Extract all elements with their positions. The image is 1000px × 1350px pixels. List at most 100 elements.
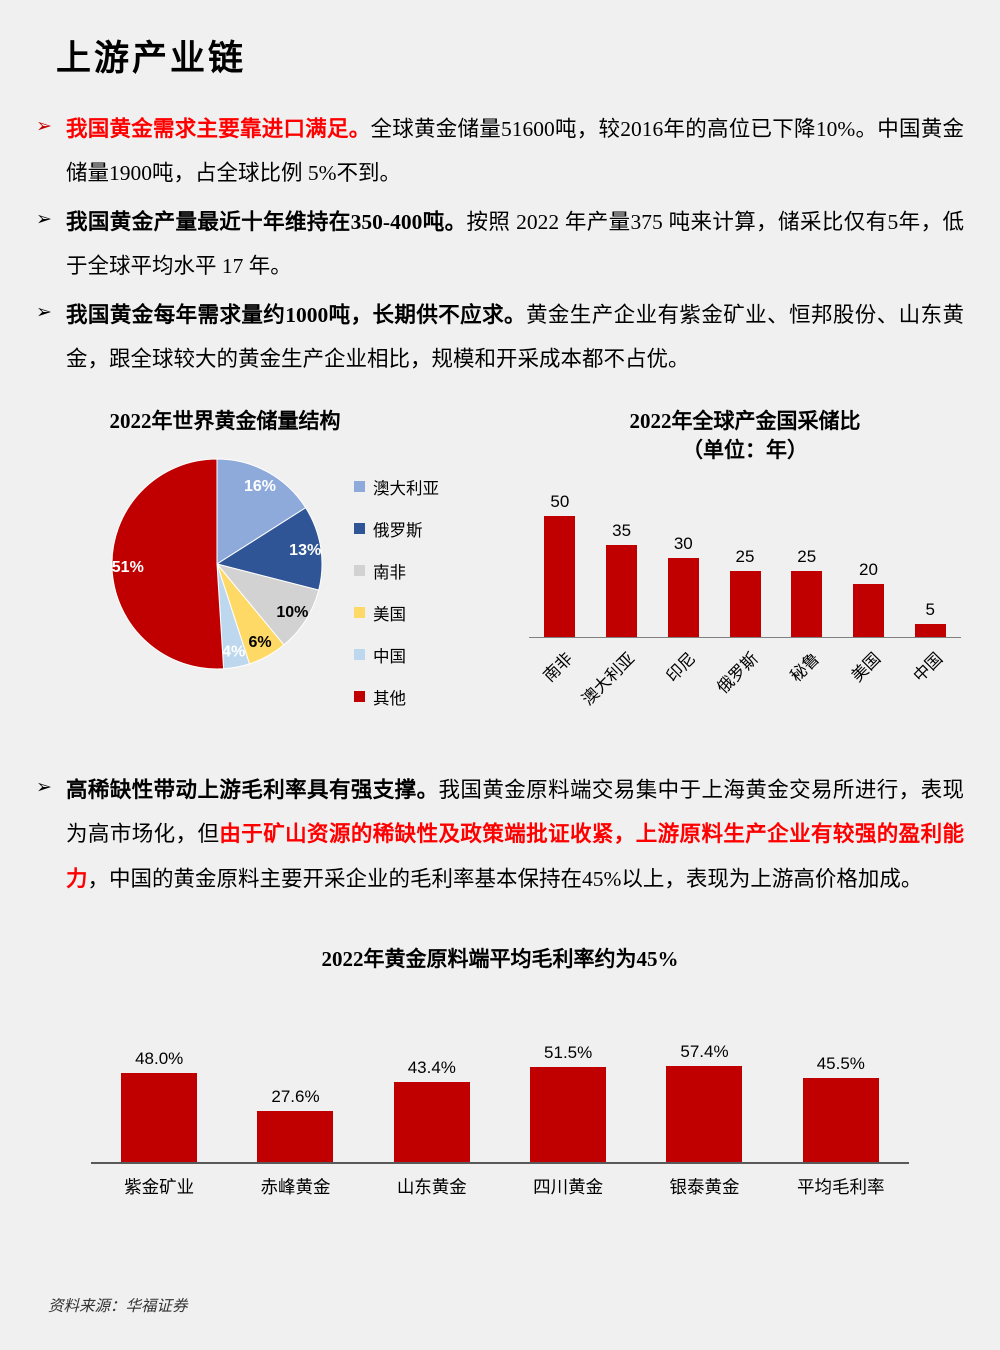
category-label: 紫金矿业 [124,1176,195,1197]
bullet-arrow-icon: ➢ [36,777,52,799]
bullet-text-segment: 我国黄金产量最近十年维持在350-400吨。 [66,210,467,235]
bar [914,624,946,638]
bullet-text-segment: ，中国的黄金原料主要开采企业的毛利率基本保持在45%以上，表现为上游高价格加成。 [87,866,923,891]
bullet-text-segment: 我国黄金原料端交易集中于上海黄金交易所进行，表现为高市场化，但 [66,778,964,847]
category-slot: 紫金矿业 [91,1164,227,1199]
bar-chart-plot: 50 35 30 25 25 20 5 [529,492,961,638]
category-label: 中国 [909,648,947,686]
pie-slice-1 [215,506,323,591]
bar-slot: 51.5% [500,1042,636,1162]
legend-swatch [354,607,365,619]
bullet-arrow-icon: ➢ [36,116,52,137]
legend-swatch [354,523,365,535]
category-slot: 印尼 [652,638,714,724]
bullet-list-2: ➢ 高稀缺性带动上游毛利率具有强支撑。我国黄金原料端交易集中于上海黄金交易所进行，… [36,768,964,900]
bullet-text-segment: 高稀缺性带动上游毛利率具有强支撑。 [66,778,439,803]
category-slot: 美国 [838,638,900,724]
category-label: 美国 [847,648,885,686]
bar [257,1110,334,1162]
bar-value-label: 35 [612,521,632,541]
category-label: 印尼 [662,648,700,686]
legend-label: 南非 [373,562,406,582]
pie-slice-0 [216,458,307,565]
bar-value-label: 5 [925,600,935,620]
bar [606,545,638,638]
bar-slot: 45.5% [773,1042,909,1162]
bar [852,584,884,638]
bullet-list: ➢ 我国黄金需求主要靠进口满足。全球黄金储量51600吨，较2016年的高位已下降… [36,107,964,381]
bullet-item: ➢ 我国黄金需求主要靠进口满足。全球黄金储量51600吨，较2016年的高位已下降… [36,107,964,195]
category-slot: 秘鲁 [776,638,838,724]
bullet-arrow-icon: ➢ [36,209,52,231]
margin-chart-area: 48.0% 27.6% 43.4% 51.5% 57.4% 45.5% 紫金矿业 赤峰黄金 山… [91,1042,909,1199]
legend-item: 美国 [354,601,439,625]
category-slot: 南非 [529,638,591,724]
gross-margin-chart: 2022年黄金原料端平均毛利率约为45% 48.0% 27.6% 43.4% 51.5… [0,945,1000,1199]
bar-value-label: 25 [735,547,755,567]
pie-percentage-label: 13% [289,542,321,559]
category-slot: 平均毛利率 [773,1164,909,1199]
bar-slot: 35 [591,492,653,638]
legend-item: 其他 [354,685,439,709]
category-slot: 澳大利亚 [578,638,653,724]
margin-chart-title: 2022年黄金原料端平均毛利率约为45% [321,946,679,971]
pie-percentage-label: 10% [276,604,308,621]
pie-slice-5 [111,458,225,670]
bar-slot: 27.6% [227,1042,363,1162]
bar [544,516,576,638]
bar-chart-area: 50 35 30 25 25 20 5 南非 澳大利亚 印尼 俄罗斯 秘鲁 美国 中国 [529,492,961,724]
bar-value-label: 48.0% [135,1048,184,1068]
bar-value-label: 43.4% [407,1057,456,1077]
category-label: 平均毛利率 [797,1176,885,1197]
category-label: 俄罗斯 [712,648,762,698]
pie-chart-title: 2022年世界黄金储量结构 [109,409,341,434]
bar-slot: 50 [529,492,591,638]
pie-percentage-label: 4% [222,643,245,660]
legend-label: 俄罗斯 [373,520,423,540]
pie-svg: 16% 13% 10% 6%4% 51% [111,458,323,670]
category-slot: 银泰黄金 [636,1164,772,1199]
bar-chart-subtitle: （单位：年） [682,437,808,462]
bar-slot: 43.4% [364,1042,500,1162]
pie-legend: 澳大利亚 俄罗斯 南非 美国 中国 其他 [354,475,439,727]
bar [729,571,761,638]
bar [530,1066,607,1162]
category-slot: 中国 [899,638,961,724]
category-label: 秘鲁 [786,648,823,686]
bar-chart-axis: 南非 澳大利亚 印尼 俄罗斯 秘鲁 美国 中国 [529,637,961,724]
bullet-text-segment: 全球黄金储量51600吨，较2016年的高位已下降10%。中国黄金储量1900吨… [66,117,964,186]
category-label: 四川黄金 [533,1176,604,1197]
bar [791,571,823,638]
bar [666,1065,743,1162]
bullet-item: ➢ 高稀缺性带动上游毛利率具有强支撑。我国黄金原料端交易集中于上海黄金交易所进行，… [36,768,964,900]
bullet-item: ➢ 我国黄金每年需求量约1000吨，长期供不应求。黄金生产企业有紫金矿业、恒邦股份… [36,293,964,381]
legend-item: 俄罗斯 [354,517,439,541]
category-label: 银泰黄金 [669,1176,740,1197]
bar-slot: 25 [714,492,776,638]
category-label: 山东黄金 [396,1176,467,1197]
category-label: 赤峰黄金 [260,1176,331,1197]
pie-chart-area: 16% 13% 10% 6% 4% 51% 澳大利亚 俄罗斯 南非 美国 中国 其他 [40,453,490,727]
legend-swatch [354,565,365,577]
category-slot: 四川黄金 [500,1164,636,1199]
gold-reserve-pie-chart: 2022年世界黄金储量结构 16% 13% 10% 6% 4% 51% 澳大利亚 俄罗斯 南非… [0,407,490,742]
bar-slot: 20 [838,492,900,638]
bullet-text-segment: 黄金生产企业有紫金矿业、恒邦股份、山东黄金，跟全球较大的黄金生产企业相比，规模和… [66,303,964,372]
bar-value-label: 51.5% [544,1042,593,1062]
bullet-item: ➢ 我国黄金产量最近十年维持在350-400吨。按照 2022 年产量375 吨来… [36,200,964,288]
pie-percentage-label: 51% [112,559,144,576]
bullet-text-segment: 按照 2022 年产量375 吨来计算，储采比仅有5年，低于全球平均水平 17 … [66,210,964,279]
bar [667,558,699,638]
charts-row: 2022年世界黄金储量结构 16% 13% 10% 6% 4% 51% 澳大利亚 俄罗斯 南非… [0,407,1000,742]
legend-label: 美国 [373,604,406,624]
category-label: 南非 [539,648,577,686]
legend-item: 南非 [354,559,439,583]
bar-value-label: 27.6% [271,1086,320,1106]
category-slot: 山东黄金 [364,1164,500,1199]
legend-label: 中国 [373,646,406,666]
bar-slot: 5 [899,492,961,638]
bar-chart-title: 2022年全球产金国采储比 [629,409,861,434]
legend-swatch [354,481,365,493]
pie-percentage-label: 6% [248,634,271,651]
margin-chart-plot: 48.0% 27.6% 43.4% 51.5% 57.4% 45.5% [91,1042,909,1162]
